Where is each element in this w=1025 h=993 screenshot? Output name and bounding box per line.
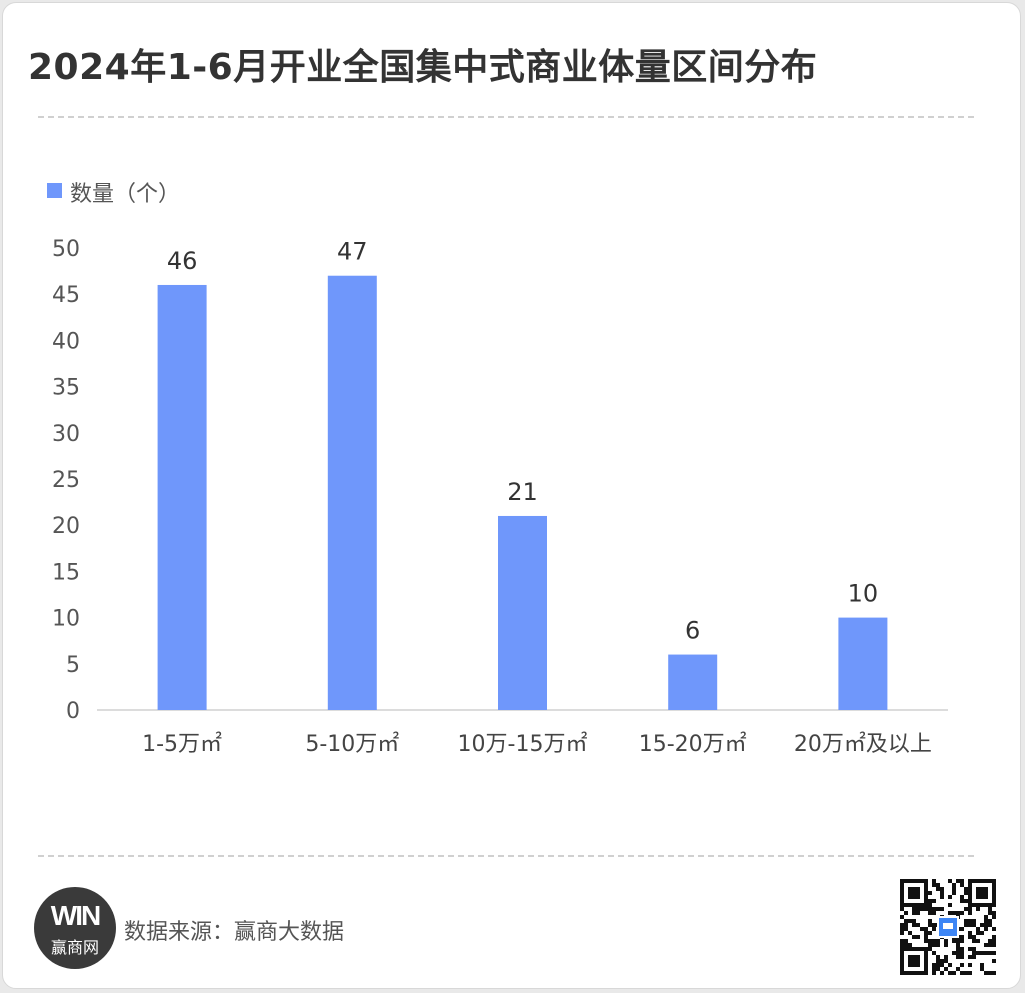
data-label: 10 bbox=[848, 580, 879, 608]
bar bbox=[668, 654, 718, 710]
y-tick-label: 30 bbox=[52, 422, 80, 447]
data-source: 数据来源：赢商大数据 bbox=[124, 920, 345, 945]
brand-logo: WIN 赢商网 bbox=[34, 887, 116, 969]
y-tick-label: 10 bbox=[52, 607, 80, 632]
logo-mark: WIN bbox=[50, 900, 101, 931]
y-tick-label: 15 bbox=[52, 560, 80, 585]
qr-code-icon bbox=[900, 879, 996, 975]
data-label: 21 bbox=[507, 478, 538, 506]
data-label: 6 bbox=[685, 617, 700, 645]
logo-name: 赢商网 bbox=[50, 938, 99, 957]
data-label: 46 bbox=[167, 247, 198, 275]
data-label: 47 bbox=[337, 238, 368, 266]
bar bbox=[157, 284, 207, 710]
y-tick-label: 35 bbox=[52, 376, 80, 401]
x-tick-label: 5-10万㎡ bbox=[305, 731, 399, 757]
legend-label: 数量（个） bbox=[70, 182, 180, 207]
top-divider bbox=[38, 116, 974, 118]
y-tick-label: 0 bbox=[66, 699, 80, 724]
y-tick-label: 25 bbox=[52, 468, 80, 493]
chart-title: 2024年1-6月开业全国集中式商业体量区间分布 bbox=[28, 47, 818, 88]
legend-swatch bbox=[47, 183, 62, 198]
bottom-divider bbox=[38, 855, 974, 857]
bar bbox=[838, 617, 888, 710]
y-tick-label: 20 bbox=[52, 514, 80, 539]
x-tick-label: 1-5万㎡ bbox=[142, 731, 222, 757]
y-tick-label: 50 bbox=[52, 237, 80, 262]
y-tick-label: 40 bbox=[52, 329, 80, 354]
y-tick-label: 5 bbox=[66, 653, 80, 678]
x-tick-label: 10万-15万㎡ bbox=[458, 731, 588, 757]
bar bbox=[327, 275, 377, 710]
bar bbox=[498, 515, 547, 710]
x-tick-label: 20万㎡及以上 bbox=[794, 731, 932, 757]
y-tick-label: 45 bbox=[52, 283, 80, 308]
x-tick-label: 15-20万㎡ bbox=[639, 731, 747, 757]
